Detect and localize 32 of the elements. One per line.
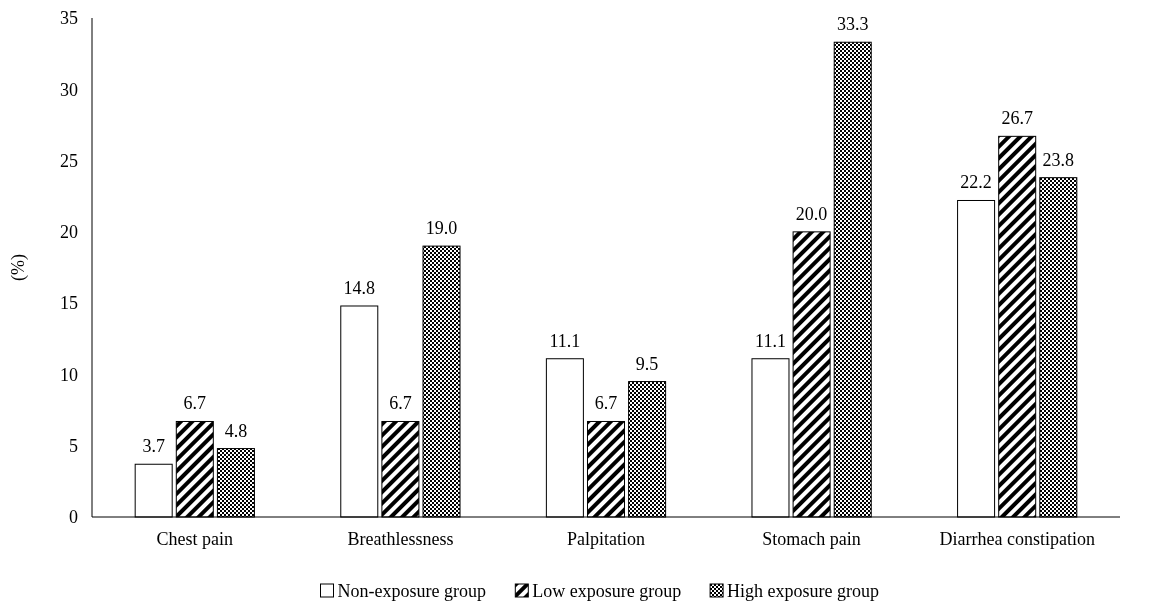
data-label: 23.8 <box>1042 149 1075 170</box>
legend-label: Low exposure group <box>532 581 682 602</box>
y-tick-label: 35 <box>60 8 78 29</box>
y-tick-label: 5 <box>69 436 78 457</box>
y-tick-label: 10 <box>60 364 78 385</box>
data-label: 9.5 <box>635 353 659 374</box>
y-tick-label: 15 <box>60 293 78 314</box>
legend-label: Non-exposure group <box>337 581 486 602</box>
y-tick-label: 25 <box>60 150 78 171</box>
data-label: 3.7 <box>142 436 165 457</box>
data-label: 4.8 <box>224 420 248 441</box>
y-tick-label: 0 <box>69 507 78 528</box>
data-label: 20.0 <box>795 203 828 224</box>
data-label: 26.7 <box>1001 108 1033 129</box>
x-tick-label: Chest pain <box>156 529 234 549</box>
y-tick-label: 30 <box>60 79 78 100</box>
y-tick-label: 20 <box>60 222 78 243</box>
data-label: 6.7 <box>183 393 207 414</box>
legend-label: High exposure group <box>727 581 880 602</box>
x-tick-label: Breathlessness <box>347 529 454 549</box>
data-label: 6.7 <box>389 393 412 414</box>
data-label: 19.0 <box>425 218 458 239</box>
data-label: 11.1 <box>549 330 581 351</box>
x-tick-label: Palpitation <box>567 529 645 549</box>
data-label: 11.1 <box>755 330 786 351</box>
data-label: 14.8 <box>343 277 376 298</box>
x-tick-label: Stomach pain <box>762 529 861 549</box>
x-tick-label: Diarrhea constipation <box>939 529 1095 549</box>
data-label: 6.7 <box>594 393 618 414</box>
y-axis-title: (%) <box>8 254 29 281</box>
data-label: 22.2 <box>960 172 992 193</box>
data-label: 33.3 <box>836 14 869 35</box>
